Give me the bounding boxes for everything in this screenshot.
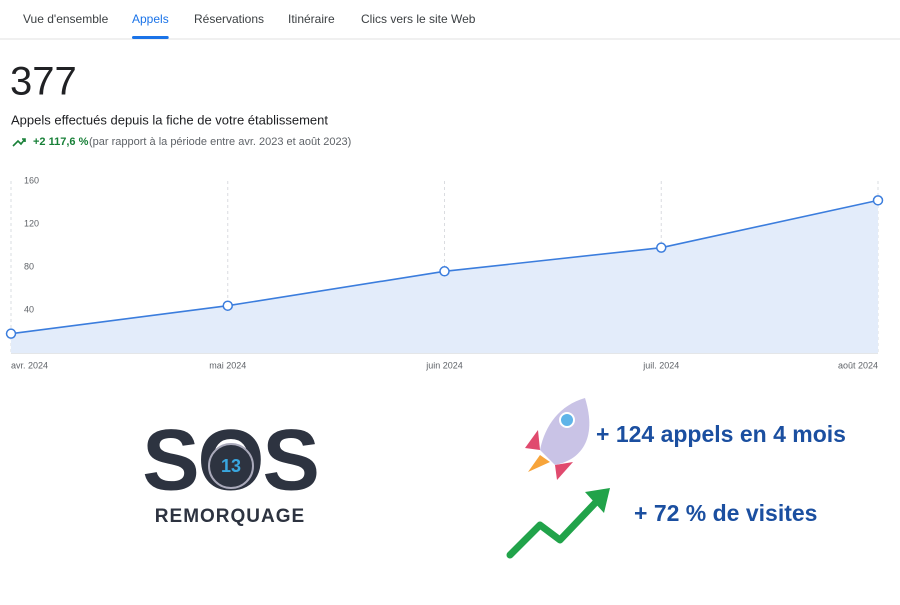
rocket-icon bbox=[525, 398, 590, 480]
growth-arrow-head bbox=[585, 488, 610, 513]
logo-badge bbox=[208, 443, 254, 489]
promo-visits: + 72 % de visites bbox=[634, 500, 817, 526]
x-tick-label: juin 2024 bbox=[425, 360, 463, 370]
x-tick-label: avr. 2024 bbox=[11, 360, 48, 370]
chart: 40 80 120 160 avr. 2024 mai 2024 juin 2024 juil… bbox=[5, 175, 884, 370]
tab[interactable]: Réservations bbox=[194, 12, 264, 26]
tab-indicator bbox=[132, 36, 169, 39]
promo-calls: + 124 appels en 4 mois bbox=[596, 421, 846, 447]
data-point bbox=[439, 266, 450, 277]
tab[interactable]: Vue d'ensemble bbox=[23, 12, 109, 26]
tab[interactable]: Itinéraire bbox=[288, 12, 335, 26]
tab[interactable]: Clics vers le site Web bbox=[361, 12, 476, 26]
y-tick-label: 120 bbox=[24, 218, 39, 228]
headline-caption: Appels effectués depuis la fiche de votr… bbox=[11, 112, 328, 127]
y-tick-label: 80 bbox=[24, 261, 34, 271]
logo-number: 13 bbox=[221, 456, 241, 476]
x-tick-label: juil. 2024 bbox=[642, 360, 679, 370]
comparison: (par rapport à la période entre avr. 202… bbox=[89, 136, 351, 148]
y-tick-label: 160 bbox=[24, 175, 39, 185]
data-point bbox=[872, 195, 884, 206]
x-tick-label: mai 2024 bbox=[209, 360, 246, 370]
growth-arrow bbox=[506, 496, 602, 559]
y-tick-label: 40 bbox=[24, 304, 34, 314]
data-point bbox=[5, 328, 17, 339]
logo-sub: REMORQUAGE bbox=[155, 506, 305, 527]
data-point bbox=[656, 242, 667, 253]
data-point bbox=[222, 300, 233, 311]
x-tick-label: août 2024 bbox=[838, 360, 878, 370]
headline-value: 377 bbox=[10, 60, 77, 104]
logo: SOS 13 REMORQUAGE bbox=[142, 413, 320, 527]
tab[interactable]: Appels bbox=[132, 12, 169, 26]
area bbox=[11, 200, 878, 353]
trend-icon bbox=[12, 138, 26, 147]
tab-bar: Vue d'ensemble Appels Réservations Itinérai… bbox=[23, 12, 476, 39]
change: +2 117,6 % bbox=[33, 136, 89, 148]
